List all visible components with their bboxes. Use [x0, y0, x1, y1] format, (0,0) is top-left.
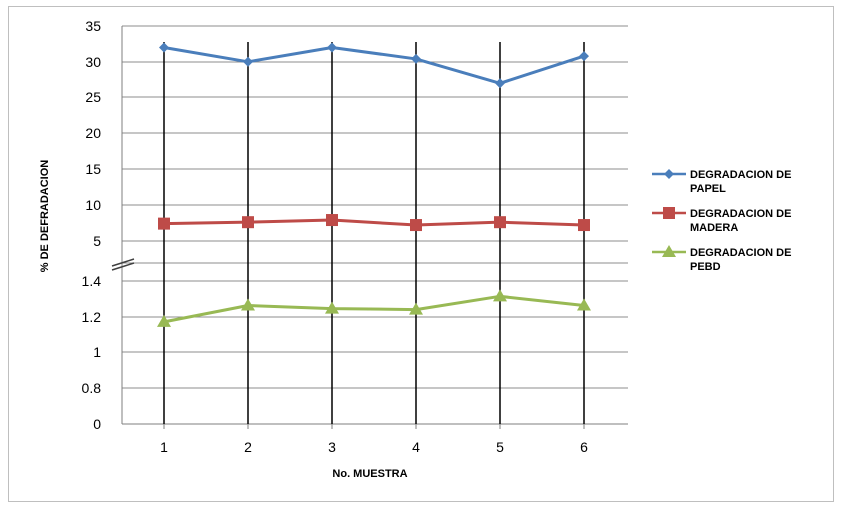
data-point — [243, 56, 253, 67]
y-tick-label: 10 — [85, 197, 101, 213]
data-point — [242, 216, 254, 229]
data-point — [410, 219, 422, 232]
legend-marker — [663, 207, 675, 219]
y-tick-label: 20 — [85, 125, 101, 141]
data-point — [327, 42, 337, 53]
series-line — [163, 45, 585, 85]
legend-label: DEGRADACION DE MADERA — [690, 208, 791, 234]
y-tick-label: 15 — [85, 161, 101, 177]
data-point — [241, 298, 255, 311]
x-tick-label: 5 — [496, 439, 504, 455]
y-tick-label: 0 — [93, 416, 101, 432]
x-axis-title: No. MUESTRA — [332, 468, 407, 480]
y-tick-label: 5 — [93, 233, 101, 249]
y-tick-label: 30 — [85, 54, 101, 70]
y-tick-label: 25 — [85, 89, 101, 105]
legend-marker — [664, 169, 674, 179]
y-axis-title: % DE DEFRADACION — [39, 160, 51, 273]
y-tick-label: 1.4 — [82, 273, 102, 289]
x-tick-label: 4 — [412, 439, 420, 455]
legend-label: DEGRADACION DE PAPEL — [690, 169, 791, 195]
y-tick-label: 1 — [93, 344, 101, 360]
y-tick-label: 35 — [85, 18, 101, 34]
x-tick-label: 2 — [244, 439, 252, 455]
data-point — [157, 314, 171, 327]
legend-marker — [662, 245, 676, 257]
data-point — [578, 219, 590, 232]
data-point — [159, 42, 169, 53]
y-tick-label: 0.8 — [82, 380, 102, 396]
data-point — [494, 216, 506, 229]
data-point — [325, 301, 339, 314]
y-tick-label: 1.2 — [82, 309, 102, 325]
data-point — [326, 214, 338, 227]
x-tick-label: 3 — [328, 439, 336, 455]
data-point — [158, 217, 170, 230]
axis-break-marker — [111, 258, 135, 271]
data-point — [493, 289, 507, 302]
legend-label: DEGRADACION DE PEBD — [690, 247, 791, 273]
x-tick-label: 1 — [160, 439, 168, 455]
data-point — [411, 53, 421, 64]
data-point — [495, 78, 505, 89]
series-line — [163, 218, 585, 227]
chart-frame — [8, 6, 834, 502]
x-tick-label: 6 — [580, 439, 588, 455]
data-point — [579, 51, 589, 62]
data-point — [409, 302, 423, 315]
series-line — [163, 294, 585, 324]
data-point — [577, 298, 591, 311]
